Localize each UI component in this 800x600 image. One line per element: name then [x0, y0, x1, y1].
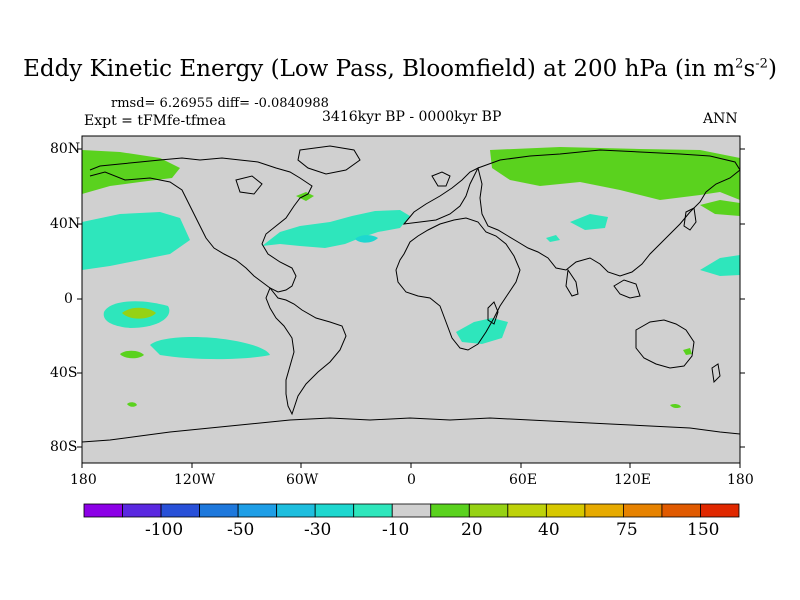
colorbar-label: -50 [227, 520, 255, 540]
lat-label: 80N [50, 141, 81, 157]
colorbar-label: -100 [145, 520, 184, 540]
colorbar-swatch [391, 503, 432, 518]
negative-region-east-pacific [700, 255, 740, 276]
positive-region-pacific-south [120, 350, 144, 359]
colorbar-label: 20 [461, 520, 483, 540]
negative-region-pacific-north [82, 212, 190, 270]
lat-label: 80S [50, 439, 78, 455]
negative-region-asia-small [546, 235, 560, 242]
colorbar-swatch [353, 503, 393, 518]
coastlines [82, 145, 740, 443]
colorbar-label: -30 [304, 520, 332, 540]
colorbar-swatch [700, 503, 740, 518]
colorbar-label: 75 [616, 520, 638, 540]
colorbar-swatch [430, 503, 470, 518]
lat-label: 0 [64, 291, 73, 307]
colorbar-swatch [623, 503, 663, 518]
colorbar-swatch [160, 503, 200, 518]
negative-region-south-pacific-band [150, 337, 270, 360]
colorbar-swatch [276, 503, 316, 518]
colorbar-swatch [468, 503, 509, 518]
negative-region-atlantic [262, 210, 410, 248]
positive-region-asia-east [700, 200, 740, 216]
lon-label: 60W [286, 472, 319, 488]
positive-region-australia [683, 348, 692, 355]
negative-region-south-africa [456, 318, 508, 344]
colorbar-label: -10 [382, 520, 410, 540]
colorbar-label: 150 [687, 520, 720, 540]
colorbar-swatch [584, 503, 624, 518]
colorbar [83, 503, 740, 518]
colorbar-swatch [661, 503, 701, 518]
lon-label: 180 [70, 472, 97, 488]
period-label: 3416kyr BP - 0000kyr BP [322, 109, 502, 125]
colorbar-swatch [83, 503, 123, 518]
experiment-label: Expt = tFMfe-tfmea [84, 113, 226, 129]
colorbar-swatch [507, 503, 547, 518]
lon-label: 0 [407, 472, 416, 488]
lon-label: 60E [509, 472, 538, 488]
colorbar-swatch [122, 503, 162, 518]
negative-region-asia [570, 214, 608, 230]
colorbar-swatch [314, 503, 355, 518]
chart-title: Eddy Kinetic Energy (Low Pass, Bloomfiel… [23, 56, 777, 82]
season-label: ANN [703, 111, 738, 127]
colorbar-label: 40 [538, 520, 560, 540]
lat-label: 40S [50, 365, 78, 381]
positive-region-newfoundland [296, 192, 314, 201]
colorbar-swatch [545, 503, 586, 518]
negative-region-atlantic-core [355, 235, 378, 243]
positive-region-arctic-america [82, 150, 180, 194]
colorbar-swatch [237, 503, 278, 518]
lon-label: 180 [727, 472, 754, 488]
colorbar-swatch [199, 503, 239, 518]
positive-region-south-pacific-small [127, 402, 137, 407]
positive-region-siberia [490, 147, 740, 200]
lat-label: 40N [50, 216, 81, 232]
stats-text: rmsd= 6.26955 diff= -0.0840988 [111, 96, 329, 111]
positive-region-southern-ocean [670, 403, 681, 409]
lon-label: 120E [614, 472, 651, 488]
axis-ticks [77, 148, 745, 468]
lon-label: 120W [174, 472, 216, 488]
